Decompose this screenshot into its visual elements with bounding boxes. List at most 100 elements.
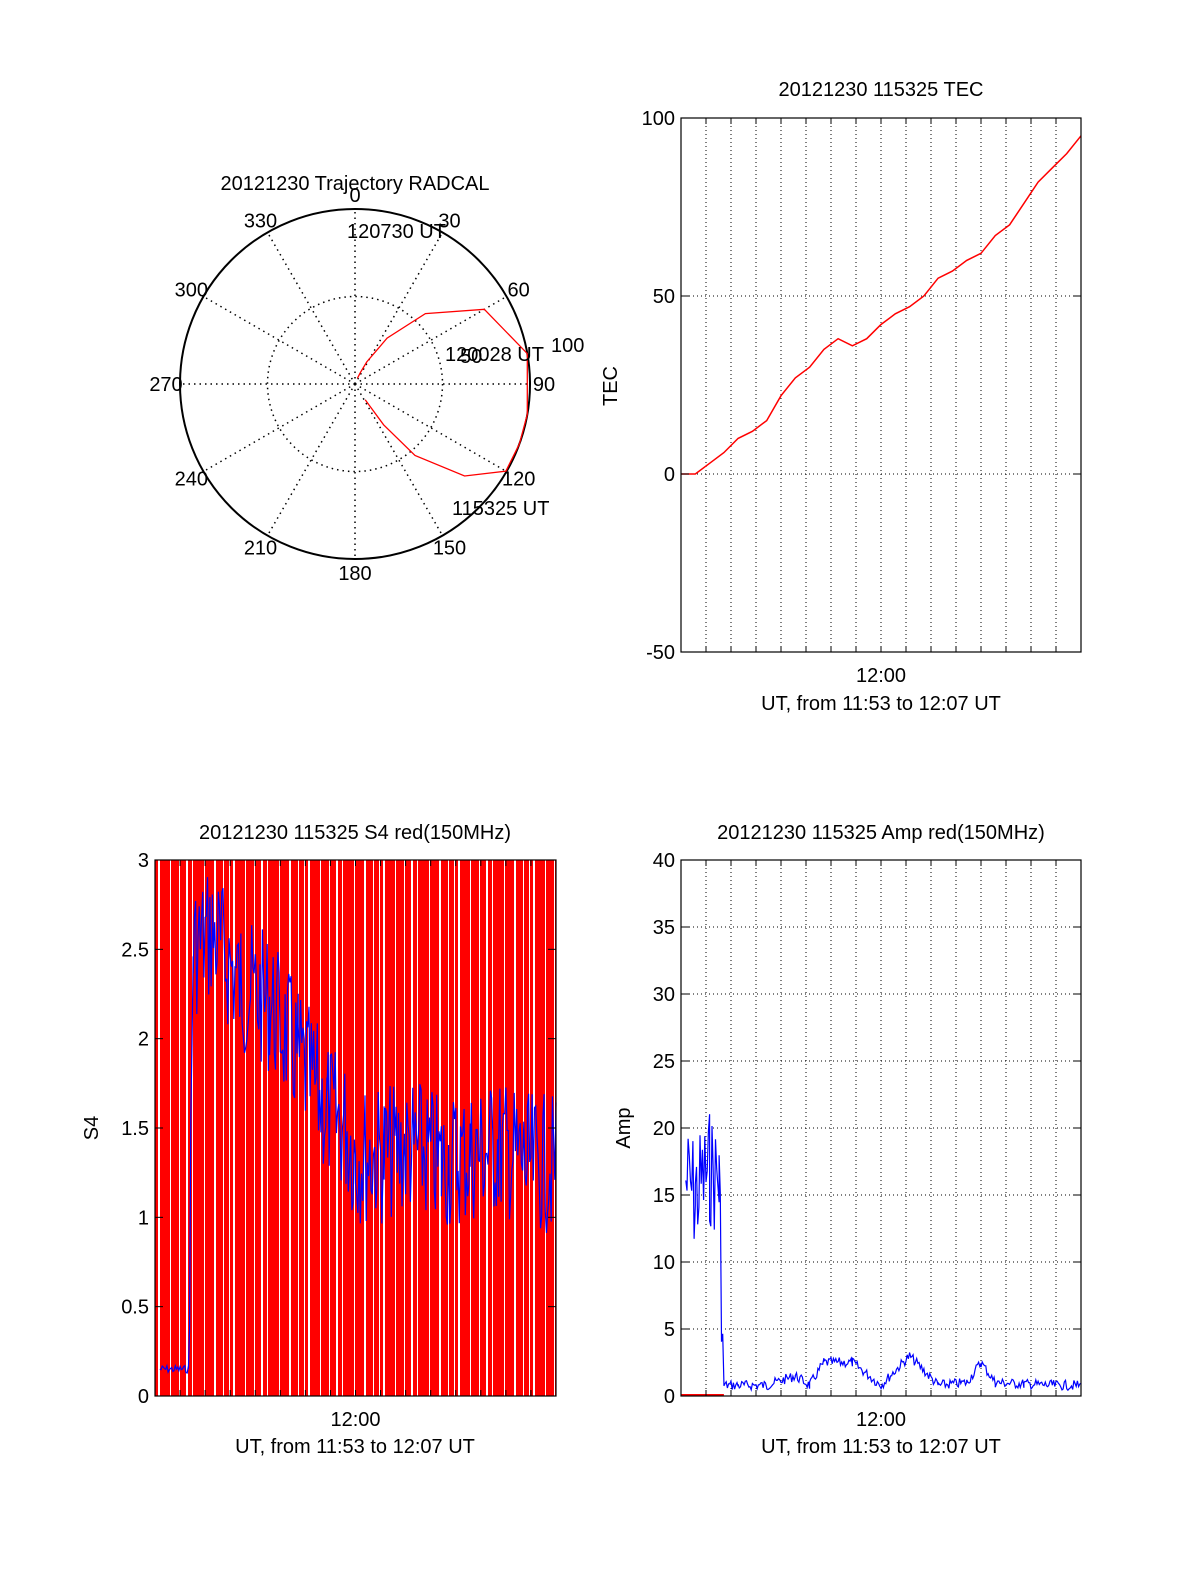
amp-panel: 20121230 115325 Amp red(150MHz) UT, from… xyxy=(613,822,1082,1458)
trajectory-azimuth-label: 300 xyxy=(175,280,208,302)
s4-red-band xyxy=(396,860,404,1396)
s4-red-band xyxy=(343,860,354,1396)
s4-red-band xyxy=(224,860,229,1396)
s4-red-band xyxy=(310,860,320,1396)
y-tick-label: 0 xyxy=(138,1386,149,1408)
s4-red-band xyxy=(524,860,529,1396)
s4-xlabel: UT, from 11:53 to 12:07 UT xyxy=(235,1436,475,1458)
trajectory-azimuth-labels: 0 30 60 90 120 150 180 210 240 270 300 330 xyxy=(149,185,555,585)
s4-panel: 20121230 115325 S4 red(150MHz) UT, from … xyxy=(81,822,557,1458)
s4-red-band xyxy=(171,860,179,1396)
s4-red-band xyxy=(263,860,267,1396)
y-tick-label: 1.5 xyxy=(121,1118,149,1140)
s4-red-band xyxy=(374,860,379,1396)
s4-red-band xyxy=(280,860,289,1396)
s4-red-band xyxy=(216,860,223,1396)
s4-red-band xyxy=(160,860,170,1396)
trajectory-outer-circle xyxy=(179,208,531,560)
s4-red-band xyxy=(255,860,261,1396)
s4-red-band xyxy=(380,860,383,1396)
trajectory-spoke xyxy=(354,383,507,473)
y-tick-label: 0.5 xyxy=(121,1297,149,1319)
y-tick-label: -50 xyxy=(646,642,675,664)
s4-red-band xyxy=(291,860,298,1396)
s4-red-band xyxy=(246,860,254,1396)
s4-red-band xyxy=(205,860,214,1396)
s4-red-band xyxy=(235,860,245,1396)
s4-ylabel: S4 xyxy=(81,1116,103,1140)
s4-red-band xyxy=(480,860,486,1396)
x-tick-label: 12:00 xyxy=(330,1409,380,1431)
y-tick-label: 25 xyxy=(653,1051,675,1073)
y-tick-label: 20 xyxy=(653,1118,675,1140)
s4-red-band xyxy=(305,860,308,1396)
trajectory-radial-label-100: 100 xyxy=(551,335,584,357)
s4-red-band xyxy=(535,860,545,1396)
series-line-red xyxy=(681,135,1082,475)
s4-red-band xyxy=(488,860,492,1396)
series-line-blue xyxy=(685,1114,1082,1392)
s4-red-band xyxy=(321,860,329,1396)
trajectory-azimuth-label: 270 xyxy=(149,374,182,396)
y-tick-label: 15 xyxy=(653,1185,675,1207)
s4-red-band xyxy=(230,860,233,1396)
x-tick-label: 12:00 xyxy=(856,1409,906,1431)
trajectory-series xyxy=(356,308,528,477)
trajectory-inner-circle xyxy=(266,295,444,473)
y-tick-label: 0 xyxy=(664,464,675,486)
y-tick-label: 3 xyxy=(138,850,149,872)
y-tick-label: 2 xyxy=(138,1029,149,1051)
trajectory-track xyxy=(356,308,528,477)
y-tick-label: 30 xyxy=(653,984,675,1006)
y-tick-label: 100 xyxy=(642,108,675,130)
trajectory-grid xyxy=(179,208,531,560)
trajectory-azimuth-label: 240 xyxy=(175,469,208,491)
y-tick-label: 35 xyxy=(653,917,675,939)
s4-red-band xyxy=(366,860,373,1396)
trajectory-azimuth-label: 150 xyxy=(433,538,466,560)
y-tick-label: 0 xyxy=(664,1386,675,1408)
trajectory-azimuth-label: 90 xyxy=(533,374,555,396)
s4-red-band xyxy=(430,860,439,1396)
amp-plot-area: 0 5 10 15 20 25 30 35 40 12:00 xyxy=(653,850,1082,1431)
y-tick-label: 1 xyxy=(138,1207,149,1229)
s4-red-band xyxy=(330,860,336,1396)
trajectory-spoke xyxy=(354,383,444,536)
s4-red-band xyxy=(355,860,364,1396)
amp-xlabel: UT, from 11:53 to 12:07 UT xyxy=(761,1436,1001,1458)
s4-plot-area: 0 0.5 1 1.5 2 2.5 3 12:00 xyxy=(121,850,557,1431)
s4-red-band xyxy=(418,860,429,1396)
tec-title: 20121230 115325 TEC xyxy=(779,79,984,101)
s4-red-band xyxy=(180,860,186,1396)
s4-red-band xyxy=(460,860,470,1396)
s4-title: 20121230 115325 S4 red(150MHz) xyxy=(199,822,511,844)
amp-title: 20121230 115325 Amp red(150MHz) xyxy=(717,822,1045,844)
amp-ylabel: Amp xyxy=(613,1107,635,1148)
trajectory-azimuth-label: 120 xyxy=(502,469,535,491)
tec-panel: 20121230 115325 TEC UT, from 11:53 to 12… xyxy=(600,79,1082,715)
s4-red-band xyxy=(188,860,192,1396)
s4-red-band xyxy=(193,860,204,1396)
y-tick-label: 40 xyxy=(653,850,675,872)
trajectory-azimuth-label: 330 xyxy=(244,210,277,232)
x-tick-label: 12:00 xyxy=(856,665,906,687)
trajectory-radial-label-50: 50 xyxy=(460,346,482,368)
s4-red-band xyxy=(299,860,304,1396)
s4-red-band xyxy=(449,860,454,1396)
y-tick-label: 5 xyxy=(664,1319,675,1341)
y-tick-label: 2.5 xyxy=(121,939,149,961)
series-line-blue xyxy=(159,877,557,1375)
trajectory-spoke xyxy=(266,232,356,385)
trajectory-azimuth-label: 60 xyxy=(508,280,530,302)
tec-xlabel: UT, from 11:53 to 12:07 UT xyxy=(761,693,1001,715)
trajectory-azimuth-label: 210 xyxy=(244,538,277,560)
y-tick-label: 50 xyxy=(653,286,675,308)
trajectory-azimuth-label: 0 xyxy=(349,185,360,207)
y-tick-label: 10 xyxy=(653,1252,675,1274)
trajectory-spoke xyxy=(266,383,356,536)
trajectory-azimuth-label: 180 xyxy=(338,563,371,585)
trajectory-azimuth-label: 30 xyxy=(438,210,460,232)
s4-red-band xyxy=(505,860,514,1396)
trajectory-title: 20121230 Trajectory RADCAL xyxy=(220,173,489,195)
trajectory-panel: 20121230 Trajectory RADCAL 0 30 60 90 120 150… xyxy=(149,173,584,585)
